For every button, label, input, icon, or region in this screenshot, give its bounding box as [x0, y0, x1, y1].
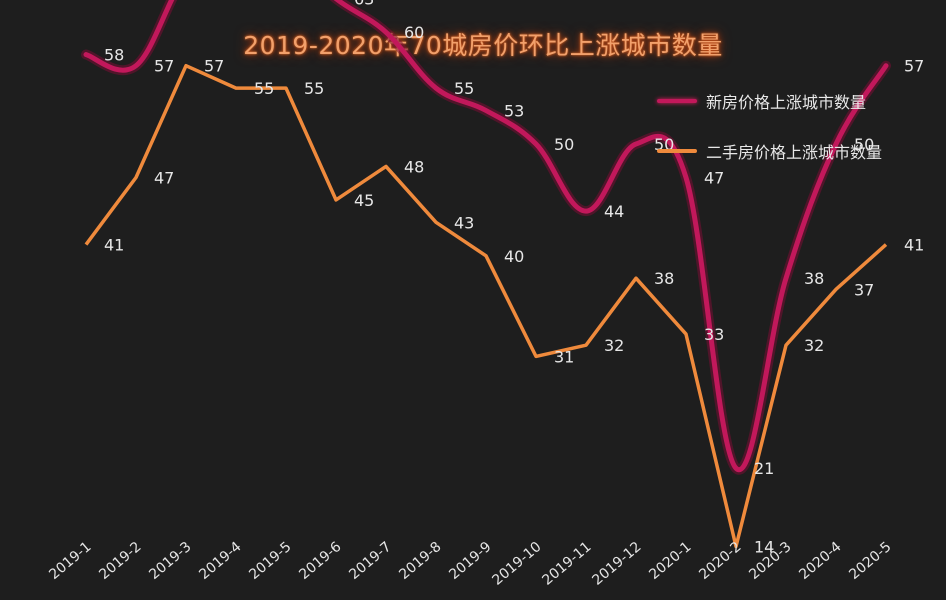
data-label-second: 55 [304, 79, 324, 98]
data-label-new: 50 [854, 135, 874, 154]
data-label-second: 33 [704, 325, 724, 344]
x-tick-label: 2019-1 [46, 539, 94, 583]
data-label-new: 50 [554, 135, 574, 154]
x-tick-label: 2019-2 [96, 539, 144, 583]
data-label-new: 58 [104, 46, 124, 65]
legend-item-new[interactable]: 新房价格上涨城市数量 [657, 88, 882, 114]
x-tick-label: 2019-11 [539, 539, 594, 589]
new-series-group [81, 0, 891, 475]
data-label-second: 45 [354, 191, 374, 210]
data-label-new: 55 [454, 79, 474, 98]
x-tick-label: 2019-5 [246, 539, 294, 583]
data-label-new: 63 [354, 0, 374, 9]
x-tick-label: 2019-8 [396, 539, 444, 583]
x-tick-label: 2020-5 [846, 539, 894, 583]
data-labels-group: 5857656767636055535044504721385057414757… [104, 0, 924, 556]
data-label-new: 57 [154, 57, 174, 76]
data-label-new: 44 [604, 202, 624, 221]
x-tick-label: 2019-7 [346, 539, 394, 583]
x-tick-label: 2020-4 [796, 539, 844, 583]
data-label-second: 57 [204, 57, 224, 76]
x-tick-label: 2019-6 [296, 539, 344, 583]
legend-item-second[interactable]: 二手房价格上涨城市数量 [657, 138, 882, 164]
legend-swatch-new [657, 99, 697, 103]
legend-swatch-second [657, 149, 697, 153]
x-tick-label: 2019-9 [446, 539, 494, 583]
data-label-second: 41 [104, 236, 124, 255]
data-label-second: 31 [554, 347, 574, 366]
data-label-second: 14 [754, 537, 774, 556]
data-label-second: 32 [804, 336, 824, 355]
data-label-second: 41 [904, 236, 924, 255]
series-line-second[interactable] [84, 63, 888, 549]
data-label-new: 60 [404, 23, 424, 42]
x-tick-label: 2020-1 [646, 539, 694, 583]
chart-title: 2019-2020年70城房价环比上涨城市数量 [243, 31, 723, 60]
series-line-new[interactable] [83, 0, 889, 473]
data-label-second: 40 [504, 247, 524, 266]
legend: 新房价格上涨城市数量 二手房价格上涨城市数量 [657, 88, 882, 188]
data-label-second: 32 [604, 336, 624, 355]
data-label-new: 38 [804, 269, 824, 288]
legend-label-new: 新房价格上涨城市数量 [706, 93, 867, 112]
data-label-second: 48 [404, 157, 424, 176]
x-tick-label: 2019-3 [146, 539, 194, 583]
data-label-second: 38 [654, 269, 674, 288]
data-label-new: 53 [504, 101, 524, 120]
data-label-new: 47 [704, 169, 724, 188]
data-label-second: 37 [854, 280, 874, 299]
x-tick-label: 2019-4 [196, 539, 244, 583]
legend-label-second: 二手房价格上涨城市数量 [706, 143, 883, 162]
data-label-second: 55 [254, 79, 274, 98]
x-tick-label: 2020-2 [696, 539, 744, 583]
data-label-new: 57 [904, 57, 924, 76]
data-label-second: 43 [454, 213, 474, 232]
data-label-new: 21 [754, 459, 774, 478]
x-tick-label: 2019-12 [589, 539, 644, 589]
second-series-group [84, 63, 888, 549]
x-tick-label: 2019-10 [489, 539, 544, 589]
data-label-second: 47 [154, 169, 174, 188]
